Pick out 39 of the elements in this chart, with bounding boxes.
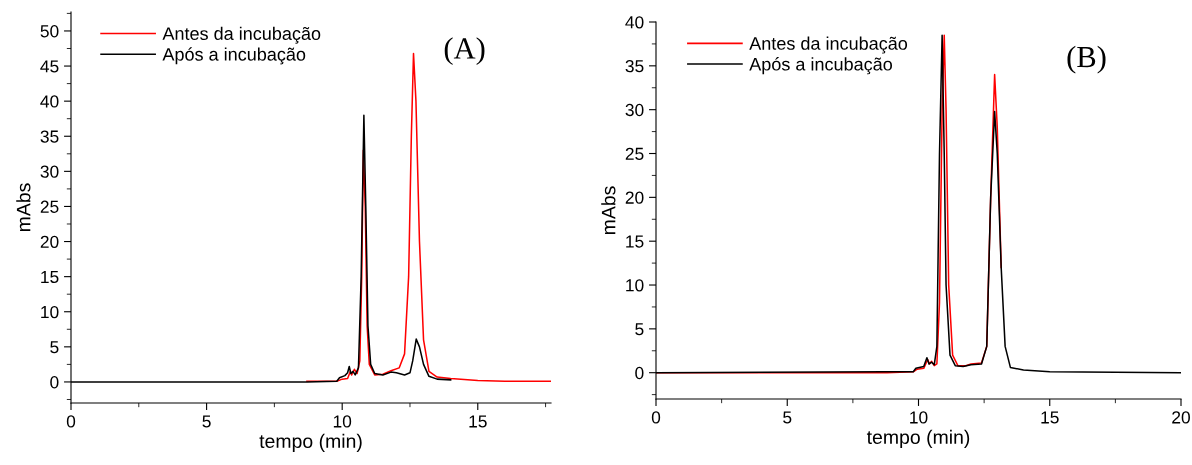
legend-label: Após a incubação [162,47,306,65]
x-tick-label: 5 [202,415,211,428]
y-tick-label: 20 [625,191,644,204]
y-tick-label: 15 [41,270,59,284]
y-tick-label: 40 [40,95,59,108]
x-axis-title: tempo (min) [259,433,362,452]
y-tick-label: 30 [40,165,59,178]
legend-label: Antes da incubação [162,26,321,44]
y-tick-label: 5 [50,341,59,354]
y-tick-label: 35 [40,130,59,143]
y-tick-label: 10 [41,305,59,319]
y-tick-label: 10 [626,279,644,292]
x-tick-label: 15 [469,415,487,428]
legend-label: Antes da incubação [749,36,908,54]
annotation: (B) [1067,45,1106,74]
y-tick-label: 45 [40,60,59,73]
y-tick-label: 50 [40,25,59,38]
y-tick-label: 5 [635,323,644,336]
x-tick-label: 5 [783,411,792,424]
y-tick-label: 30 [625,103,644,117]
x-tick-label: 0 [651,411,661,424]
y-axis-title: mAbs [16,183,31,232]
x-tick-label: 20 [1172,411,1190,424]
y-tick-label: 15 [626,235,644,248]
y-tick-label: 20 [40,235,59,249]
x-tick-label: 10 [910,411,928,424]
y-tick-label: 0 [50,376,59,389]
y-axis-title: mAbs [601,186,616,235]
y-tick-label: 35 [625,60,644,73]
x-tick-label: 15 [1041,411,1059,424]
x-tick-label: 0 [66,415,76,428]
x-axis-title: tempo (min) [866,429,970,448]
legend-label: Após a incubação [749,57,893,75]
y-tick-label: 25 [40,200,59,213]
y-tick-label: 25 [625,147,644,160]
y-tick-label: 0 [635,366,644,380]
y-tick-label: 40 [625,16,644,29]
annotation: (A) [444,37,485,65]
x-tick-label: 10 [333,415,352,428]
